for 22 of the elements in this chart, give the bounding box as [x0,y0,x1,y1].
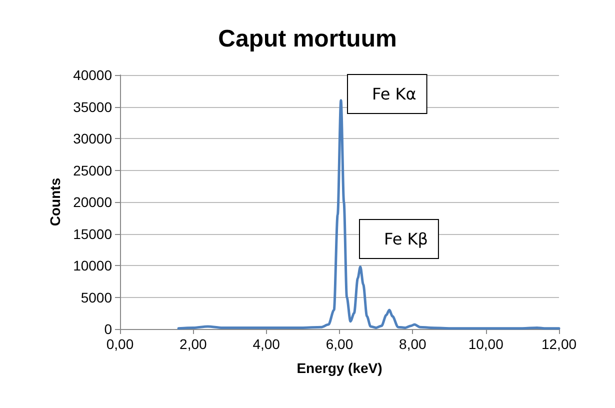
x-tick-label: 0,00 [106,336,134,352]
y-tick-label: 10000 [73,258,112,274]
x-tick-label: 8,00 [399,336,427,352]
x-tick-label: 2,00 [180,336,208,352]
line-series [177,99,560,330]
y-tick-label: 25000 [73,162,112,178]
y-tick-label: 20000 [73,194,112,210]
x-tick-label: 12,00 [541,336,577,352]
x-tick-label: 6,00 [326,336,354,352]
annotation: Fe Kα [372,84,416,104]
y-tick-label: 40000 [73,67,112,83]
y-tick-label: 35000 [73,98,112,115]
annotation: Fe Kβ [384,230,428,248]
x-tick-label: 4,00 [252,336,280,352]
y-tick-label: 5000 [80,289,112,306]
y-tick-label: 0 [104,321,112,337]
y-tick-label: 30000 [73,130,112,146]
x-axis-title: Energy (keV) [296,360,382,376]
y-tick-label: 15000 [73,226,112,242]
chart-title: Caput mortuum [218,26,397,52]
y-axis-title: Counts [47,178,63,226]
x-tick-label: 10,00 [468,336,504,352]
